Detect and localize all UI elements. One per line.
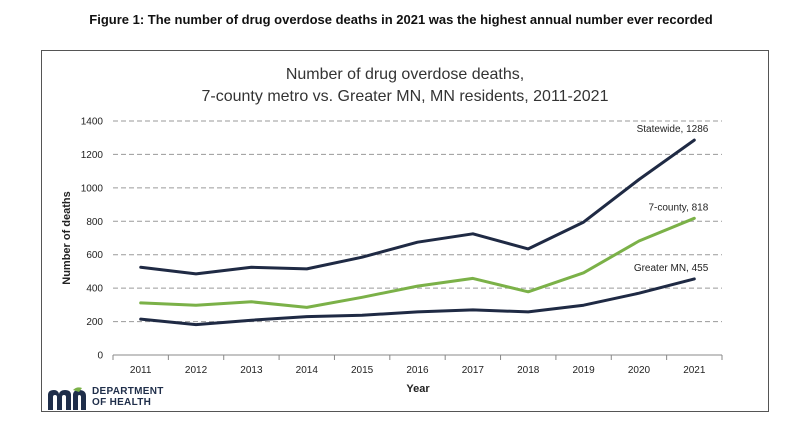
x-tick-label: 2012 <box>185 365 208 376</box>
x-tick-label: 2018 <box>517 365 540 376</box>
grid-lines <box>112 120 723 360</box>
y-axis-label: Number of deaths <box>61 191 73 285</box>
chart-frame <box>41 50 769 412</box>
y-tick-label: 600 <box>86 250 103 261</box>
x-tick-label: 2021 <box>683 365 706 376</box>
x-tick-label: 2020 <box>628 365 651 376</box>
mdh-logo-icon <box>48 387 86 410</box>
series-line-7-county <box>139 216 696 309</box>
logo-text: DEPARTMENT OF HEALTH <box>92 386 164 408</box>
x-tick-label: 2011 <box>130 365 152 376</box>
x-tick-label: 2017 <box>462 365 485 376</box>
y-tick-label: 1000 <box>81 183 104 194</box>
series-line-greater-mn <box>139 277 696 327</box>
x-tick-label: 2015 <box>351 365 374 376</box>
y-tick-label: 400 <box>86 284 103 295</box>
x-tick-label: 2014 <box>296 365 319 376</box>
series-end-label: Statewide, 1286 <box>637 124 709 135</box>
y-tick-label: 200 <box>86 317 103 328</box>
series-lines <box>139 138 696 327</box>
series-end-label: 7-county, 818 <box>648 202 708 213</box>
x-axis-label: Year <box>406 383 430 395</box>
series-end-labels: Statewide, 1286 7-county, 818 Greater MN, … <box>634 124 709 274</box>
x-tick-labels: 2011 2012 2013 2014 2015 2016 2017 2018 2019 2020… <box>130 365 706 376</box>
y-tick-labels: 0 200 400 600 800 1000 1200 1400 <box>81 117 104 362</box>
x-tick-label: 2013 <box>240 365 263 376</box>
series-end-label: Greater MN, 455 <box>634 263 709 274</box>
chart-title-line2: 7-county metro vs. Greater MN, MN reside… <box>202 88 609 105</box>
y-tick-label: 1200 <box>81 150 104 161</box>
series-line-statewide <box>139 138 696 276</box>
y-tick-label: 0 <box>97 351 103 362</box>
y-tick-label: 1400 <box>81 117 104 128</box>
x-tick-label: 2016 <box>406 365 429 376</box>
y-tick-label: 800 <box>86 217 103 228</box>
logo-text-line1: DEPARTMENT <box>92 386 164 397</box>
logo-text-line2: OF HEALTH <box>92 397 152 408</box>
figure-title: Figure 1: The number of drug overdose de… <box>89 12 713 27</box>
x-tick-label: 2019 <box>572 365 595 376</box>
chart-title-line1: Number of drug overdose deaths, <box>286 66 524 83</box>
